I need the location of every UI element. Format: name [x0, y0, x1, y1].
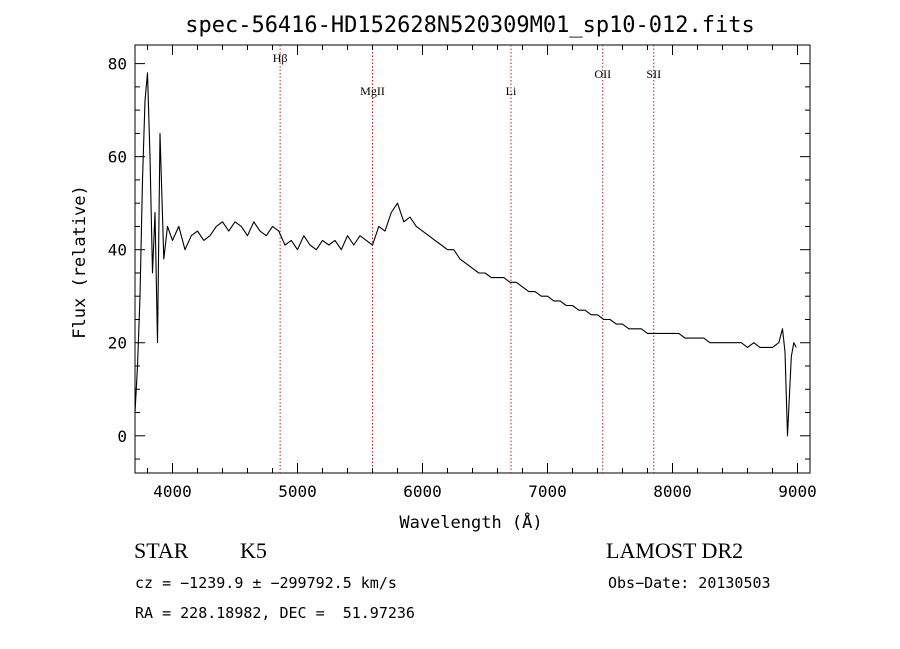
line-marker-label-3: OII	[594, 67, 611, 81]
spectrum-line	[134, 72, 797, 437]
y-tick-label: 20	[108, 334, 127, 353]
plot-frame	[134, 44, 811, 474]
axes: 4000 5000 6000 7000 8000 9000 0 20 40 60 80	[108, 45, 817, 501]
x-tick-label: 9000	[778, 482, 817, 501]
survey-name: LAMOST DR2	[606, 538, 744, 563]
y-tick-label: 0	[117, 427, 127, 446]
chart-title: spec-56416-HD152628N520309M01_sp10-012.f…	[185, 13, 755, 38]
y-tick-label: 60	[108, 148, 127, 167]
y-axis-label: Flux (relative)	[70, 185, 90, 339]
x-tick-label: 5000	[278, 482, 317, 501]
plot-area	[134, 44, 811, 474]
x-tick-label: 4000	[153, 482, 192, 501]
line-marker-label-0: Hβ	[273, 51, 288, 65]
coordinates: RA = 228.18982, DEC = 51.97236	[135, 604, 415, 622]
line-marker-label-2: Li	[506, 84, 517, 98]
line-marker-label-4: SII	[646, 67, 661, 81]
y-tick-label: 80	[108, 55, 127, 74]
x-tick-label: 7000	[528, 482, 567, 501]
y-tick-label: 40	[108, 241, 127, 260]
spectral-line-markers: Hβ MgII Li OII SII	[273, 45, 661, 473]
obs-date: Obs−Date: 20130503	[608, 574, 771, 592]
object-class: STAR	[134, 538, 189, 563]
line-marker-label-1: MgII	[360, 84, 385, 98]
object-subclass: K5	[240, 538, 267, 563]
x-tick-label: 6000	[403, 482, 442, 501]
spectrum-series	[134, 72, 797, 437]
x-axis-label: Wavelength (Å)	[399, 511, 542, 533]
redshift-line: cz = −1239.9 ± −299792.5 km/s	[135, 574, 397, 592]
x-tick-label: 8000	[653, 482, 692, 501]
